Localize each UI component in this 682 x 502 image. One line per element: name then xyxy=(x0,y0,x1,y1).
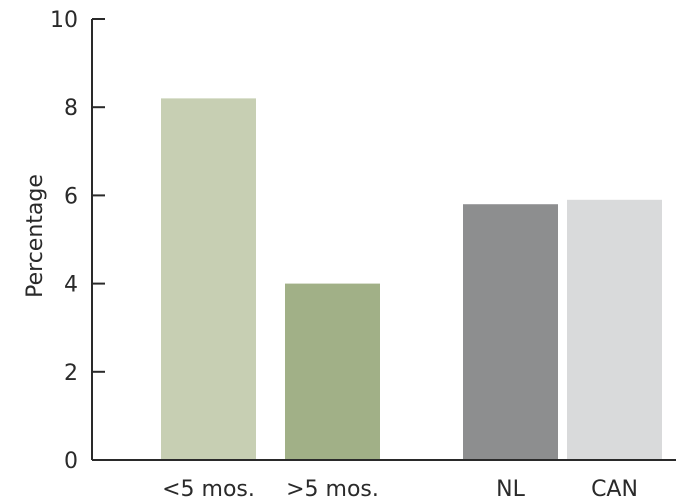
y-axis-title-group: Percentage xyxy=(23,174,48,298)
y-tick-label: 8 xyxy=(64,96,78,121)
bar xyxy=(463,204,558,460)
y-axis-ticks: 0 2 4 6 8 10 xyxy=(50,8,105,474)
bar xyxy=(567,199,662,460)
y-tick-label: 4 xyxy=(64,273,78,298)
y-tick-label: 2 xyxy=(64,361,78,386)
x-category-label: <5 mos. xyxy=(162,477,255,502)
y-axis-title: Percentage xyxy=(23,174,48,298)
x-category-label: >5 mos. xyxy=(286,477,379,502)
category-labels: <5 mos. >5 mos. NL CAN xyxy=(162,477,638,502)
bar xyxy=(161,98,256,460)
x-category-label: CAN xyxy=(591,477,638,502)
y-tick-label: 0 xyxy=(64,449,78,474)
bar xyxy=(285,283,380,460)
y-tick-label: 6 xyxy=(64,184,78,209)
x-category-label: NL xyxy=(496,477,525,502)
y-tick-label: 10 xyxy=(50,8,78,33)
bars xyxy=(161,98,662,460)
